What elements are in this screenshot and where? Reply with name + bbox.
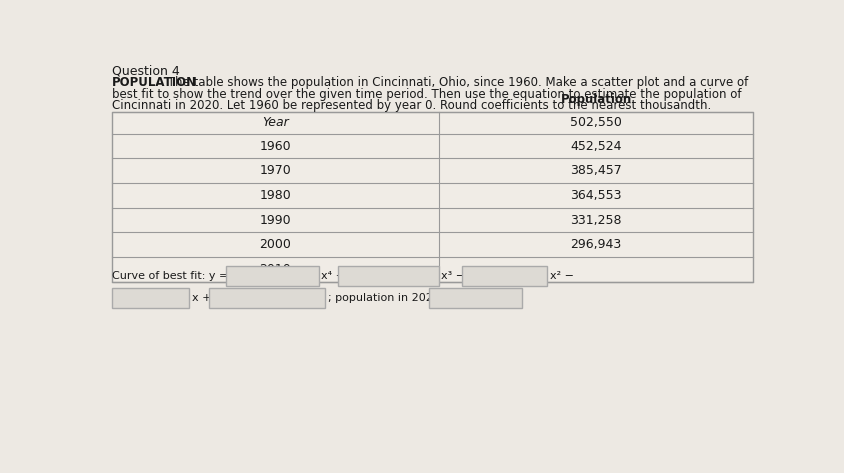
Bar	[462, 266, 547, 286]
Bar	[111, 112, 754, 281]
Text: 364,553: 364,553	[571, 189, 622, 202]
Text: best fit to show the trend over the given time period. Then use the equation to : best fit to show the trend over the give…	[111, 88, 741, 101]
Text: x² −: x² −	[549, 271, 574, 281]
Text: 1980: 1980	[259, 189, 291, 202]
Text: POPULATION: POPULATION	[111, 76, 197, 89]
Text: 331,258: 331,258	[571, 213, 622, 227]
Bar	[429, 288, 522, 308]
Text: x⁴ +: x⁴ +	[321, 271, 345, 281]
Text: 1970: 1970	[259, 164, 291, 177]
Text: 385,457: 385,457	[571, 164, 622, 177]
Text: ; population in 2020: ; population in 2020	[328, 293, 440, 303]
Bar	[225, 266, 319, 286]
Text: 1990: 1990	[259, 213, 291, 227]
Bar	[208, 288, 325, 308]
Text: Cincinnati in 2020. Let 1960 be represented by year 0. Round coefficients to the: Cincinnati in 2020. Let 1960 be represen…	[111, 99, 711, 112]
Bar	[111, 288, 189, 308]
Text: 502,550: 502,550	[571, 116, 622, 130]
Text: 452,524: 452,524	[571, 140, 622, 153]
Text: The table shows the population in Cincinnati, Ohio, since 1960. Make a scatter p: The table shows the population in Cincin…	[165, 76, 749, 89]
Text: 2010: 2010	[259, 263, 291, 276]
Text: 2000: 2000	[259, 238, 291, 251]
Text: Population: Population	[560, 93, 631, 106]
Text: 296,943: 296,943	[571, 238, 622, 251]
Bar	[338, 266, 439, 286]
Text: x +: x +	[192, 293, 211, 303]
Text: x³ −: x³ −	[441, 271, 465, 281]
Text: Year: Year	[262, 116, 289, 130]
Text: Question 4: Question 4	[111, 64, 180, 78]
Text: 1960: 1960	[259, 140, 291, 153]
Text: Curve of best fit: y = −: Curve of best fit: y = −	[111, 271, 241, 281]
